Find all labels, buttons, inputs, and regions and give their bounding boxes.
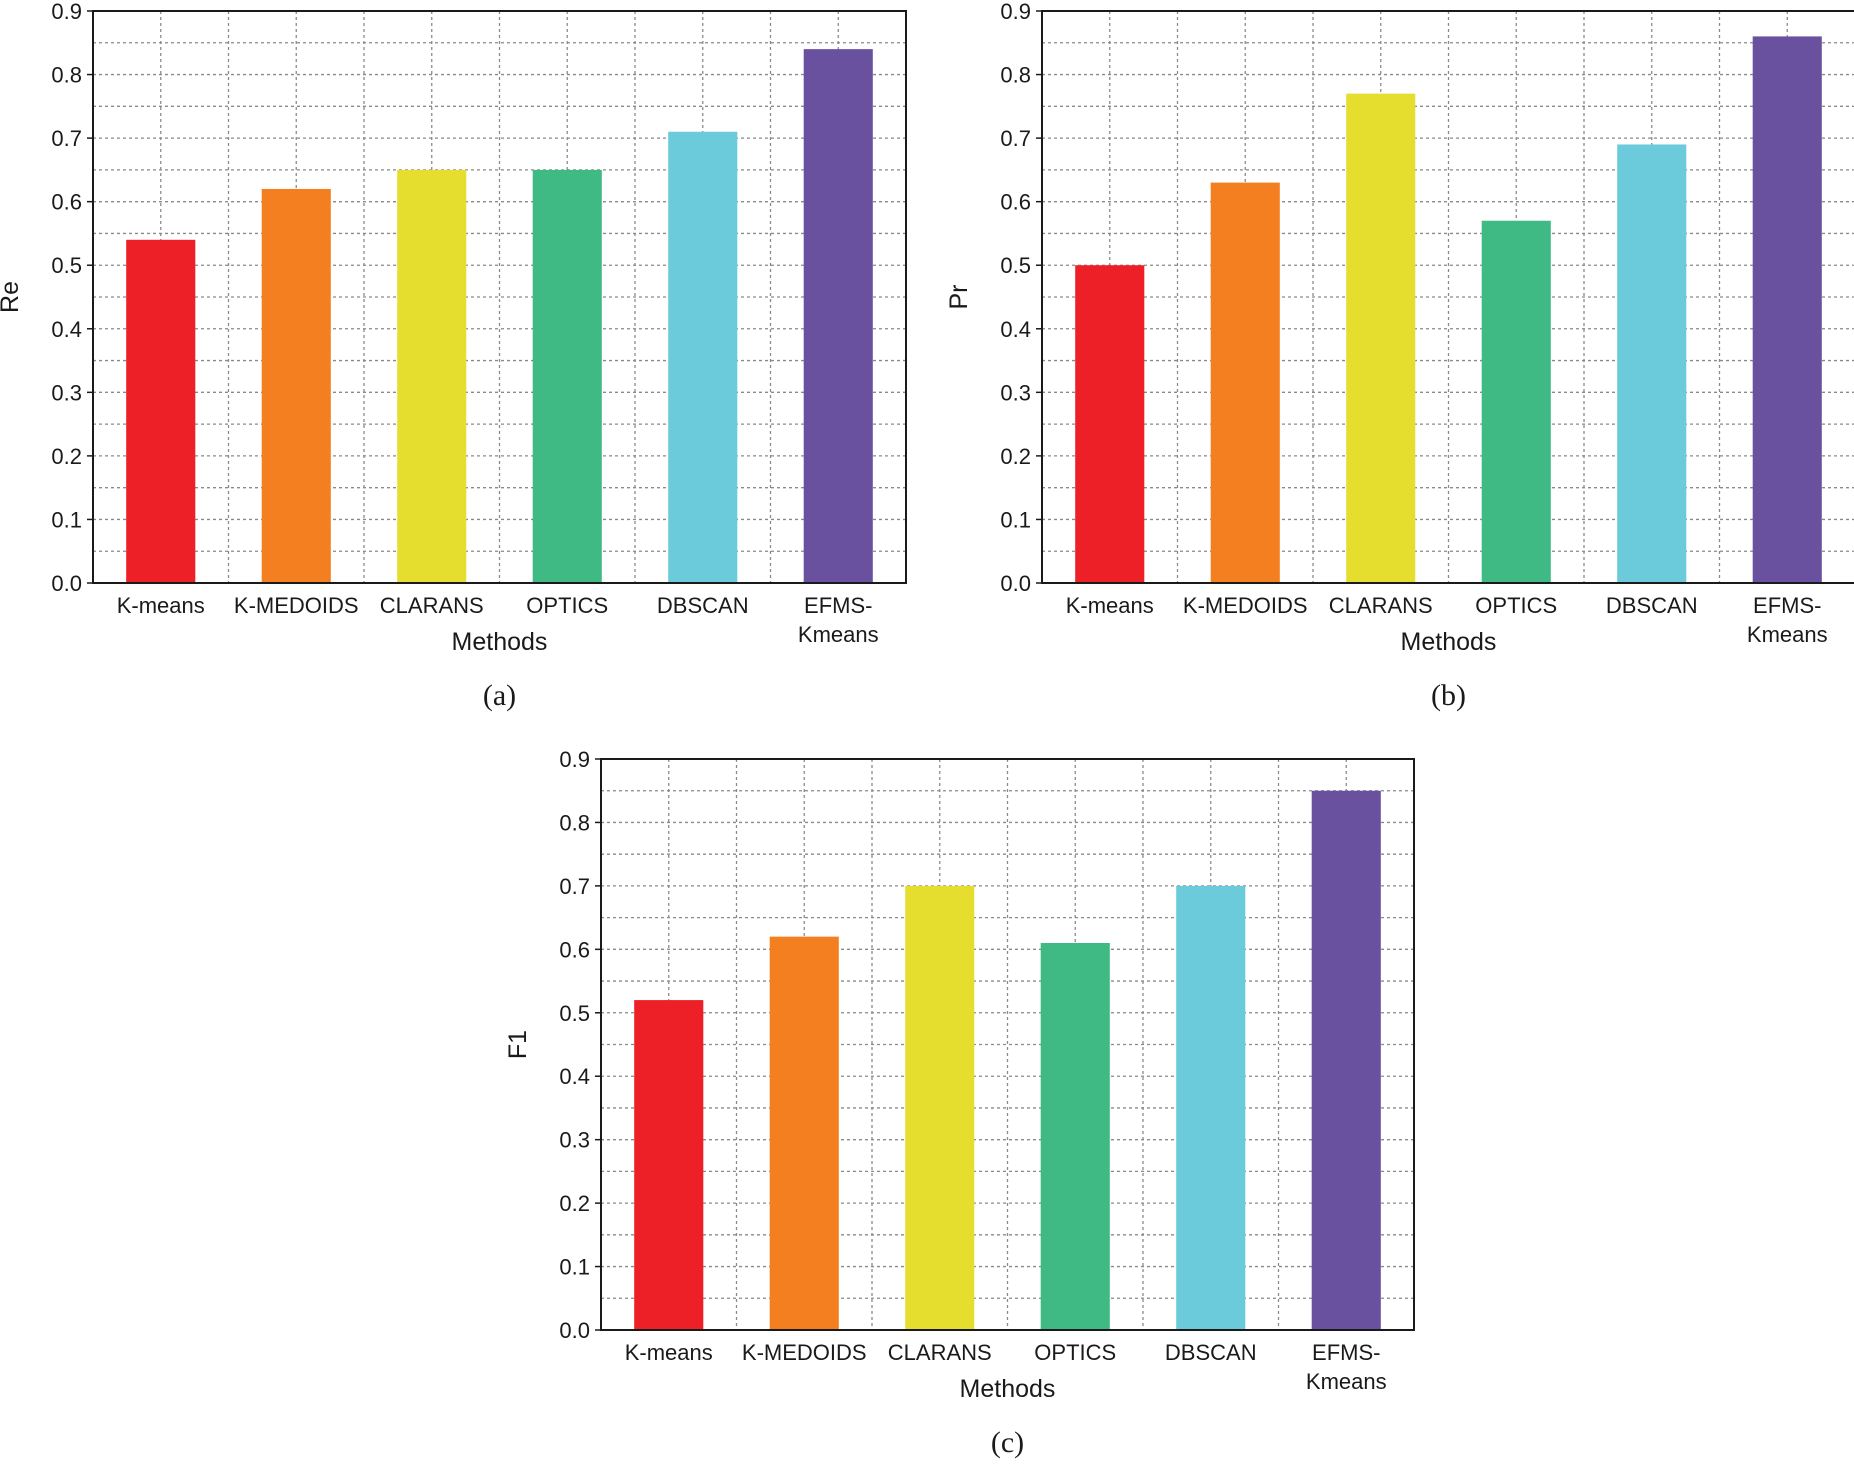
bar-K-means [634,1000,704,1330]
x-tick-label: DBSCAN [657,593,749,618]
y-tick-label: 0.3 [1000,380,1031,405]
x-tick-label: OPTICS [1034,1340,1116,1365]
chart-panel-c: 0.0 0.1 0.2 0.3 0.4 0.5 0.6 0.7 0.8 0.9 K-means K-M… [504,747,1415,1459]
bar-DBSCAN [1617,144,1687,583]
x-tick-label: EFMS-Kmeans [798,593,879,647]
x-tick-label: K-MEDOIDS [234,593,359,618]
bar-EFMS-Kmeans [1752,36,1822,583]
y-tick-label: 0.8 [51,63,82,88]
y-tick-label: 0.9 [1000,0,1031,24]
x-tick-label: K-means [1066,593,1154,618]
y-tick-label: 0.7 [51,126,82,151]
x-tick-label: EFMS-Kmeans [1747,593,1828,647]
bar-K-MEDOIDS [261,188,331,583]
bar-EFMS-Kmeans [1311,790,1381,1330]
y-tick-label: 0.4 [1000,317,1031,342]
panel-caption: (b) [1431,679,1466,712]
plot-frame [600,758,1415,1331]
y-tick-label: 0.6 [559,937,590,962]
y-tick-label: 0.1 [559,1255,590,1280]
y-tick-label: 0.5 [51,253,82,278]
x-tick-label: CLARANS [380,593,484,618]
x-axis-title: Methods [1401,628,1497,656]
y-tick-label: 0.4 [559,1064,590,1089]
y-tick-label: 0.2 [559,1191,590,1216]
bar-DBSCAN [668,131,738,583]
grid [1042,11,1854,583]
y-tick-label: 0.1 [1000,507,1031,532]
bar-K-means [126,239,196,584]
plot-frame [1041,10,1854,584]
y-tick-label: 0.5 [1000,253,1031,278]
bar-CLARANS [397,169,467,583]
x-tick-label: DBSCAN [1606,593,1698,618]
x-tick-label: DBSCAN [1165,1340,1257,1365]
bar-CLARANS [905,885,975,1330]
y-tick-label: 0.6 [51,190,82,215]
bar-CLARANS [1346,93,1416,583]
y-tick-label: 0.4 [51,317,82,342]
y-tick-label: 0.6 [1000,190,1031,215]
x-tick-label: K-MEDOIDS [742,1340,867,1365]
y-tick-label: 0.3 [559,1128,590,1153]
plot-frame [92,10,907,584]
bar-OPTICS [1481,220,1551,583]
bar-OPTICS [532,169,602,583]
y-tick-label: 0.2 [1000,444,1031,469]
y-tick-label: 0.5 [559,1001,590,1026]
y-tick-label: 0.1 [51,507,82,532]
x-tick-label: CLARANS [888,1340,992,1365]
y-tick-label: 0.0 [1000,571,1031,596]
y-tick-label: 0.8 [1000,63,1031,88]
x-axis-title: Methods [452,628,548,656]
x-tick-label: K-means [117,593,205,618]
x-axis-title: Methods [960,1375,1056,1403]
bar-OPTICS [1040,942,1110,1330]
y-axis-title: Pr [945,285,973,310]
bar-K-MEDOIDS [769,936,839,1330]
y-tick-label: 0.8 [559,810,590,835]
x-tick-label: CLARANS [1329,593,1433,618]
chart-panel-a: 0.0 0.1 0.2 0.3 0.4 0.5 0.6 0.7 0.8 0.9 K-means K-M… [0,0,907,712]
y-tick-label: 0.0 [559,1318,590,1343]
x-tick-label: EFMS-Kmeans [1306,1340,1387,1394]
bar-EFMS-Kmeans [803,49,873,583]
y-tick-label: 0.2 [51,444,82,469]
y-tick-label: 0.9 [51,0,82,24]
y-tick-label: 0.7 [1000,126,1031,151]
y-tick-label: 0.9 [559,747,590,772]
grid [601,759,1414,1330]
bar-DBSCAN [1176,885,1246,1330]
x-tick-label: OPTICS [526,593,608,618]
x-tick-label: K-means [625,1340,713,1365]
chart-panel-b: 0.0 0.1 0.2 0.3 0.4 0.5 0.6 0.7 0.8 0.9 K-means K-M… [945,0,1854,712]
panel-caption: (c) [991,1426,1024,1459]
bar-K-MEDOIDS [1210,182,1280,583]
y-tick-label: 0.0 [51,571,82,596]
bar-K-means [1075,265,1145,583]
grid [93,11,906,583]
x-tick-label: OPTICS [1475,593,1557,618]
panel-caption: (a) [483,679,516,712]
y-axis-title: F1 [504,1030,532,1059]
x-tick-label: K-MEDOIDS [1183,593,1308,618]
y-tick-label: 0.7 [559,874,590,899]
y-axis-title: Re [0,281,24,313]
y-tick-label: 0.3 [51,380,82,405]
